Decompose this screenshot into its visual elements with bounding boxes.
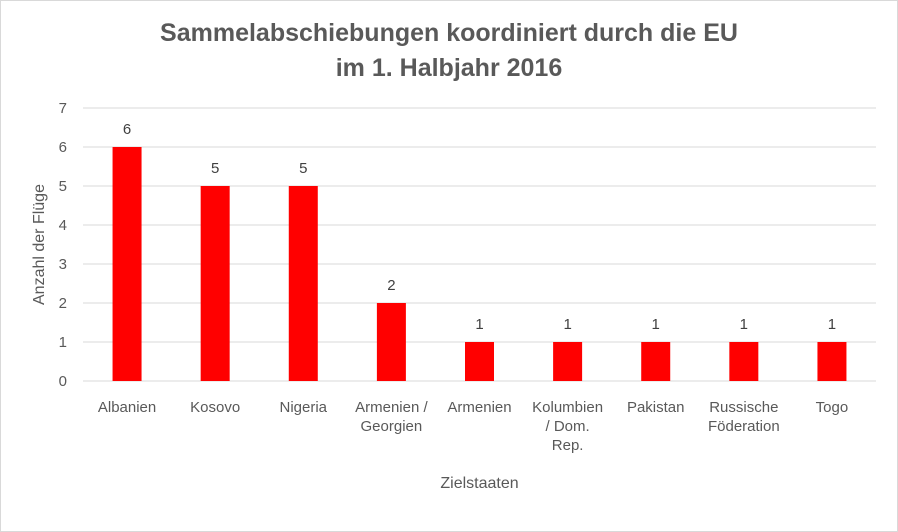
x-tick-label: Kosovo [190,399,240,416]
bar [729,342,759,381]
x-tick-label: Armenien / Georgien [355,399,428,435]
data-label: 1 [475,316,483,333]
data-label: 6 [123,121,131,138]
x-tick-label: Albanien [98,399,156,416]
bars [112,147,847,381]
bar [288,186,318,381]
data-labels: 6 5 5 2 1 1 1 1 1 [123,121,836,333]
y-tick-label: 4 [59,217,67,234]
x-tick-label: Nigeria [280,399,328,416]
y-tick-label: 3 [59,256,67,273]
bar [553,342,583,381]
chart-title-line: Sammelabschiebungen koordiniert durch di… [160,19,738,47]
y-axis-label: Anzahl der Flüge [31,184,48,305]
bar [112,147,142,381]
y-tick-label: 5 [59,178,67,195]
chart-title-line: im 1. Halbjahr 2016 [336,54,563,82]
data-label: 1 [740,316,748,333]
bar [465,342,494,381]
y-tick-label: 7 [59,100,67,117]
y-tick-label: 6 [59,139,67,156]
x-tick-label: Russische Föderation [708,399,780,435]
x-tick-label: Armenien [447,399,511,416]
y-tick-label: 2 [59,295,67,312]
data-label: 1 [652,316,660,333]
data-label: 1 [828,316,836,333]
bar [817,342,847,381]
x-axis-label: Zielstaaten [440,475,518,492]
data-label: 5 [299,160,307,177]
bar [376,303,406,381]
bar [200,186,230,381]
chart-title: Sammelabschiebungen koordiniert durch di… [160,19,738,82]
y-axis-ticks: 0 1 2 3 4 5 6 7 [59,100,67,390]
y-tick-label: 0 [59,373,67,390]
x-tick-label: Pakistan [627,399,685,416]
x-tick-label: Togo [816,399,849,416]
y-tick-label: 1 [59,334,67,351]
x-axis-categories: Albanien Kosovo Nigeria Armenien / Georgien A… [98,399,848,454]
data-label: 2 [387,277,395,294]
x-tick-label: Kolumbien / Dom. Rep. [532,399,603,454]
data-label: 1 [563,316,571,333]
data-label: 5 [211,160,219,177]
bar [641,342,671,381]
